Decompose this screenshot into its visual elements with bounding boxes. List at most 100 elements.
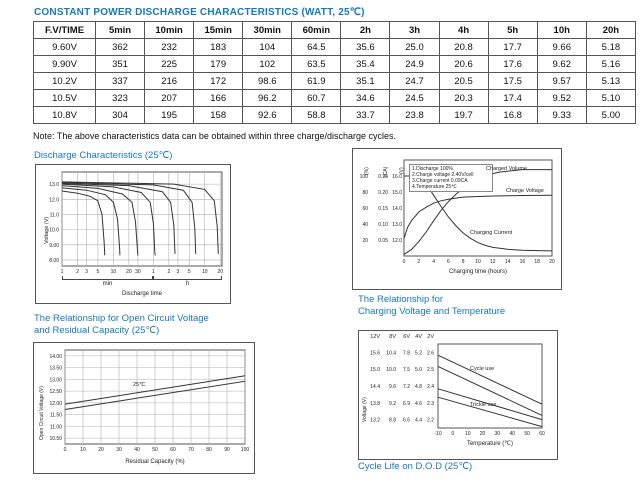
- table-cell: 24.5: [389, 89, 440, 107]
- svg-text:8.00: 8.00: [49, 258, 59, 264]
- table-cell: 9.33: [536, 106, 587, 124]
- svg-text:13.00: 13.00: [49, 377, 62, 383]
- svg-text:50: 50: [152, 447, 158, 453]
- table-cell: 216: [144, 72, 195, 90]
- svg-text:8: 8: [462, 259, 465, 265]
- table-header-cell: 10min: [144, 21, 195, 39]
- ocv-title-line2: and Residual Capacity (25℃): [34, 325, 160, 336]
- legend-line: 2.Charge voltage 2.40V/cell: [412, 172, 474, 178]
- svg-text:10: 10: [202, 269, 208, 275]
- svg-text:15.0: 15.0: [392, 190, 402, 196]
- table-cell: 5.16: [585, 55, 637, 73]
- svg-text:5.0: 5.0: [415, 367, 422, 373]
- svg-text:70: 70: [188, 447, 194, 453]
- table-header-cell: 20h: [585, 21, 637, 39]
- table-cell: 24.9: [389, 55, 440, 73]
- table-cell: 9.60V: [33, 38, 96, 56]
- table-cell: 60.7: [291, 89, 342, 107]
- col-header-6v: 6V: [403, 334, 410, 340]
- table-cell: 5.18: [585, 38, 637, 56]
- cycle-life-title: Cycle Life on D.O.D (25℃): [358, 461, 473, 472]
- table-cell: 20.3: [438, 89, 489, 107]
- svg-text:20: 20: [217, 269, 223, 275]
- svg-text:10: 10: [475, 259, 481, 265]
- table-cell: 207: [144, 89, 195, 107]
- svg-text:10.50: 10.50: [49, 436, 62, 442]
- discharge-chart-title: Discharge Characteristics (25℃): [34, 150, 173, 161]
- svg-text:2.2: 2.2: [427, 418, 434, 424]
- svg-text:80: 80: [206, 447, 212, 453]
- ocv-title-line1: The Relationship for Open Circuit Voltag…: [34, 313, 209, 324]
- svg-text:13.2: 13.2: [370, 418, 380, 424]
- svg-text:90: 90: [224, 447, 230, 453]
- table-cell: 17.4: [487, 89, 538, 107]
- svg-text:0: 0: [451, 431, 454, 437]
- svg-text:14.0: 14.0: [392, 206, 402, 212]
- svg-text:20: 20: [126, 269, 132, 275]
- table-cell: 20.5: [438, 72, 489, 90]
- table-cell: 96.2: [242, 89, 293, 107]
- svg-text:20: 20: [549, 259, 555, 265]
- svg-text:0: 0: [64, 447, 67, 453]
- svg-text:60: 60: [362, 206, 368, 212]
- svg-text:4.8: 4.8: [415, 384, 422, 390]
- table-cell: 9.90V: [33, 55, 96, 73]
- table-cell: 35.1: [340, 72, 391, 90]
- col-header-8v: 8V: [389, 334, 396, 340]
- svg-text:9.6: 9.6: [389, 384, 396, 390]
- svg-text:12.50: 12.50: [49, 389, 62, 395]
- table-cell: 34.6: [340, 89, 391, 107]
- table-header-cell: 5min: [94, 21, 146, 39]
- svg-text:2: 2: [417, 259, 420, 265]
- svg-text:4: 4: [432, 259, 435, 265]
- svg-text:10.0: 10.0: [386, 367, 396, 373]
- table-header-cell: 60min: [291, 21, 342, 39]
- svg-text:0.10: 0.10: [378, 222, 388, 228]
- charging-current-label: Charging Current: [470, 230, 513, 236]
- svg-text:6.9: 6.9: [403, 401, 410, 407]
- table-cell: 19.7: [438, 106, 489, 124]
- svg-text:20: 20: [480, 431, 486, 437]
- table-cell: 195: [144, 106, 195, 124]
- charged-volume-label: Charged Volume: [486, 166, 527, 172]
- table-cell: 25.0: [389, 38, 440, 56]
- svg-text:16.0: 16.0: [392, 174, 402, 180]
- svg-text:6: 6: [447, 259, 450, 265]
- table-cell: 17.7: [487, 38, 538, 56]
- ocv-y-axis-label: Open Circuit Voltage (V): [39, 386, 45, 440]
- table-cell: 61.9: [291, 72, 342, 90]
- discharge-x-axis-label: Discharge time: [121, 291, 162, 297]
- table-body: 9.60V 362 232 183 104 64.5 35.6 25.0 20.8 17.7 9.6…: [33, 38, 637, 124]
- svg-text:3: 3: [176, 269, 179, 275]
- table-cell: 35.6: [340, 38, 391, 56]
- svg-text:6.6: 6.6: [403, 418, 410, 424]
- svg-text:15.6: 15.6: [370, 350, 380, 356]
- table-cell: 183: [193, 38, 244, 56]
- table-header-cell: 2h: [340, 21, 391, 39]
- table-cell: 35.4: [340, 55, 391, 73]
- table-cell: 17.6: [487, 55, 538, 73]
- svg-text:40: 40: [510, 431, 516, 437]
- table-cell: 9.57: [536, 72, 587, 90]
- chart-canvas: 0 10 20 30 40 50 60 70 80 90 100 14.00 13.50 13.00 12.…: [33, 342, 255, 474]
- table-header-cell: F.V/TIME: [33, 21, 96, 39]
- svg-text:7.8: 7.8: [403, 350, 410, 356]
- svg-text:2.5: 2.5: [427, 367, 434, 373]
- svg-text:14: 14: [505, 259, 511, 265]
- svg-text:18: 18: [534, 259, 540, 265]
- table-header-row: F.V/TIME 5min 10min 15min 30min 60min 2h 3h 4h 5h…: [33, 21, 637, 39]
- svg-text:0.15: 0.15: [378, 206, 388, 212]
- table-cell: 64.5: [291, 38, 342, 56]
- hours-unit-label: h: [185, 281, 190, 287]
- svg-text:60: 60: [170, 447, 176, 453]
- table-cell: 225: [144, 55, 195, 73]
- svg-text:2.4: 2.4: [427, 384, 434, 390]
- svg-text:10.0: 10.0: [49, 228, 59, 234]
- svg-text:0: 0: [403, 259, 406, 265]
- table-row: 10.2V 337 216 172 98.6 61.9 35.1 24.7 20.5 17.5 9.…: [33, 72, 637, 90]
- svg-text:10: 10: [465, 431, 471, 437]
- svg-text:20: 20: [98, 447, 104, 453]
- charged-volume-unit-header: (%): [364, 167, 370, 175]
- hours-bracket: [153, 276, 222, 280]
